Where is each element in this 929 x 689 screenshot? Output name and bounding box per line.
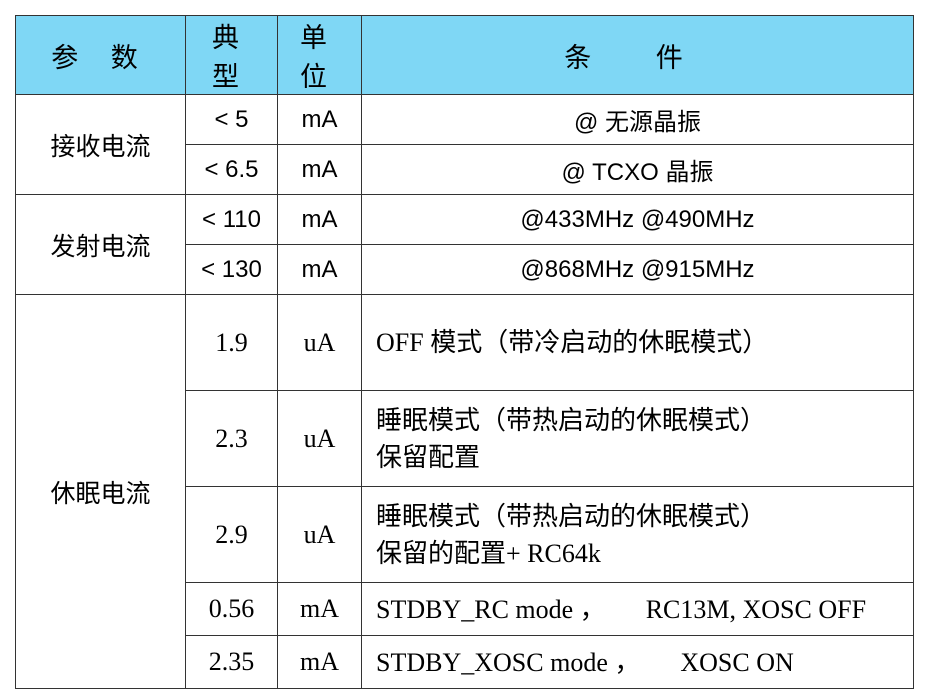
table-row: 发射电流 < 110 mA @433MHz @490MHz [15,194,914,295]
unit-cell: mA [277,635,362,689]
condition-cell: 睡眠模式（带热启动的休眠模式） 保留的配置+ RC64k [361,486,914,583]
unit-cell: mA [277,582,362,636]
condition-cell: @868MHz @915MHz [361,244,914,295]
condition-line: 睡眠模式（带热启动的休眠模式） [376,405,767,435]
typical-cell: < 110 [185,194,278,245]
condition-cell: STDBY_RC mode ， RC13M, XOSC OFF [361,582,914,636]
condition-cell: OFF 模式（带冷启动的休眠模式） [361,294,914,391]
header-row: 参 数 典 型 单 位 条 件 [15,15,914,95]
table-row: < 6.5 mA @ TCXO 晶振 [16,144,914,195]
unit-cell: mA [277,244,362,295]
table-row: 休眠电流 1.9 uA OFF 模式（带冷启动的休眠模式） [15,294,914,689]
unit-cell: mA [277,144,362,195]
group-rx-label: 接收电流 [15,94,186,195]
condition-mode: STDBY_XOSC mode ， [376,647,641,677]
condition-cell: @ TCXO 晶振 [361,144,914,195]
condition-detail: XOSC ON [680,647,794,677]
typical-cell: < 130 [185,244,278,295]
condition-cell: @ 无源晶振 [361,94,914,145]
unit-cell: mA [277,194,362,245]
condition-detail: RC13M, XOSC OFF [645,594,867,624]
group-tx-label: 发射电流 [15,194,186,295]
typical-cell: 2.9 [185,486,278,583]
unit-cell: mA [277,94,362,145]
header-param: 参 数 [15,15,186,95]
table-row: 2.3 uA 睡眠模式（带热启动的休眠模式） 保留配置 [16,390,914,487]
typical-cell: < 6.5 [185,144,278,195]
table-row: 接收电流 < 5 mA @ 无源晶振 [15,94,914,195]
typical-cell: < 5 [185,94,278,145]
condition-cell: @433MHz @490MHz [361,194,914,245]
typical-cell: 1.9 [185,294,278,391]
table-row: 2.35 mA STDBY_XOSC mode ， XOSC ON [16,635,914,689]
condition-line: 保留的配置+ RC64k [376,538,601,568]
condition-cell: 睡眠模式（带热启动的休眠模式） 保留配置 [361,390,914,487]
current-spec-table: 参 数 典 型 单 位 条 件 接收电流 < 5 mA @ 无源晶振 < 6.5… [15,15,914,689]
unit-cell: uA [277,486,362,583]
condition-mode: STDBY_RC mode ， [376,594,606,624]
typical-cell: 2.3 [185,390,278,487]
header-typical: 典 型 [185,15,278,95]
group-sleep-label: 休眠电流 [15,294,186,689]
unit-cell: uA [277,390,362,487]
header-unit: 单 位 [277,15,362,95]
typical-cell: 0.56 [185,582,278,636]
typical-cell: 2.35 [185,635,278,689]
header-condition: 条 件 [361,15,914,95]
condition-cell: STDBY_XOSC mode ， XOSC ON [361,635,914,689]
unit-cell: uA [277,294,362,391]
table-row: 2.9 uA 睡眠模式（带热启动的休眠模式） 保留的配置+ RC64k [16,486,914,583]
condition-line: 保留配置 [376,442,481,472]
condition-line: 睡眠模式（带热启动的休眠模式） [376,501,767,531]
